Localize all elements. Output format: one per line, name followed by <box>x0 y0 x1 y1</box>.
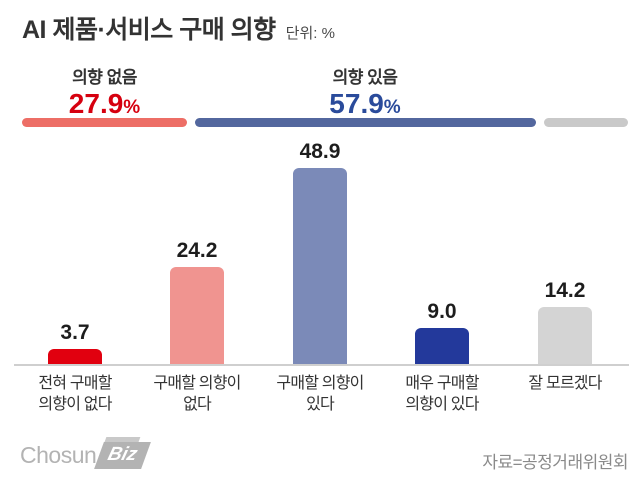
category-label: 매우 구매할 의향이 있다 <box>405 375 479 413</box>
chosunbiz-logo: Chosun Biz <box>20 437 151 469</box>
bar-value-label: 24.2 <box>176 239 218 263</box>
bar-no-intention-at-all <box>48 349 102 364</box>
summary-yes-label: 의향 있음 <box>332 68 398 87</box>
bar-value-label: 3.7 <box>60 321 90 345</box>
header: AI 제품·서비스 구매 의향 단위: % <box>22 10 335 46</box>
category-label: 구매할 의향이 있다 <box>276 375 364 413</box>
x-axis-baseline <box>14 364 629 366</box>
bar-value-label: 14.2 <box>544 279 586 303</box>
segment-has-intention <box>194 118 537 127</box>
segment-dont-know <box>544 118 628 127</box>
summary-no-label: 의향 없음 <box>72 68 137 87</box>
unit-label: 단위: % <box>285 25 335 42</box>
percent-sign: % <box>123 97 141 118</box>
summary-no-intention: 의향 없음 27.9% <box>22 63 187 118</box>
bar-dont-know <box>538 307 592 364</box>
source-credit: 자료=공정거래위원회 <box>482 453 628 472</box>
category-label: 구매할 의향이 없다 <box>153 375 241 413</box>
summary-has-intention: 의향 있음 57.9% <box>194 63 536 118</box>
logo-biz-text: Biz <box>105 443 140 465</box>
summary-no-value: 27.9% <box>22 90 187 118</box>
summary-yes-number: 57.9 <box>329 88 384 119</box>
logo-chosun-text: Chosun <box>20 441 97 468</box>
bar-strong-intention <box>415 328 469 364</box>
category-label: 전혀 구매할 의향이 없다 <box>38 375 112 413</box>
summary-segment-bar <box>22 118 628 127</box>
page-title: AI 제품·서비스 구매 의향 <box>22 16 276 44</box>
logo-biz-box: Biz <box>94 441 151 469</box>
category-label: 잘 모르겠다 <box>528 375 602 392</box>
bar-value-label: 9.0 <box>427 300 457 323</box>
bar-value-label: 48.9 <box>299 140 341 164</box>
summary-yes-value: 57.9% <box>194 90 536 118</box>
summary-no-number: 27.9 <box>68 88 124 119</box>
bar-has-intention <box>293 168 347 364</box>
segment-no-intention <box>22 118 187 127</box>
bar-no-intention <box>170 267 224 364</box>
percent-sign: % <box>383 97 401 118</box>
